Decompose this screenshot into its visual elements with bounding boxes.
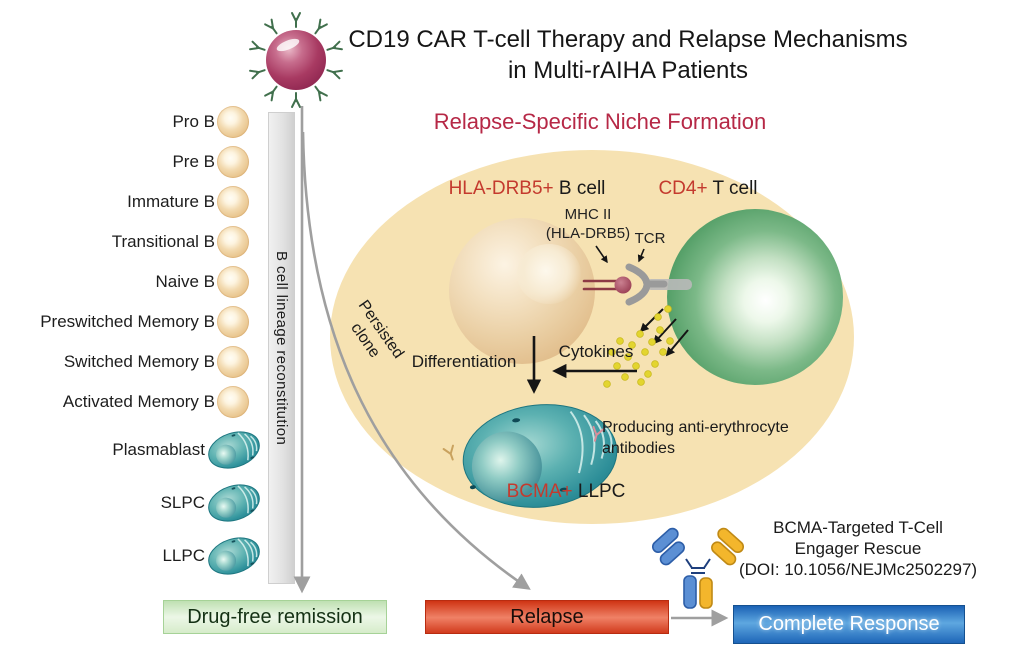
differentiation-label: Differentiation <box>411 352 517 371</box>
complete-response-box: Complete Response <box>733 605 965 644</box>
plasma-cell-icon <box>208 430 260 469</box>
relapse-box-label: Relapse <box>510 605 584 628</box>
t-cell-text: T cell <box>707 178 758 199</box>
cd4-marker: CD4+ <box>658 178 708 199</box>
mhc-ii-icon <box>582 279 618 291</box>
bcma-marker: BCMA+ <box>506 481 573 502</box>
lineage-row: Pro B <box>15 102 249 142</box>
lineage-label: Activated Memory B <box>62 392 215 411</box>
antibody-stem-blue <box>683 575 697 609</box>
reconstitution-bar: B cell lineage reconstitution <box>268 112 295 584</box>
mhc-label-line2: (HLA-DRB5) <box>545 225 631 242</box>
antibody-y-icon <box>592 425 605 442</box>
bispecific-antibody-icon <box>651 527 745 609</box>
lineage-label: Preswitched Memory B <box>40 312 215 331</box>
cytokines-label: Cytokines <box>558 342 634 361</box>
b-cell-icon <box>217 386 249 418</box>
lineage-label: Plasmablast <box>112 439 205 459</box>
hla-drb5-marker: HLA-DRB5+ <box>448 178 554 199</box>
b-cell-icon <box>217 346 249 378</box>
producing-antibodies-label: Producing anti-erythrocyte antibodies <box>602 417 817 459</box>
antibody-left-arm <box>651 527 685 566</box>
lineage-label: LLPC <box>162 545 205 565</box>
car-cell-highlight <box>276 38 300 52</box>
cytokine-dots <box>603 305 674 388</box>
lineage-row: SLPC <box>15 476 263 529</box>
lineage-label: Pro B <box>172 112 215 131</box>
b-cell-icon <box>217 146 249 178</box>
lineage-row: Immature B <box>15 182 249 222</box>
antibody-stem-yellow <box>699 577 713 609</box>
bcma-llpc-label: BCMA+ LLPC <box>466 481 666 503</box>
niche-title: Relapse-Specific Niche Formation <box>433 109 767 134</box>
rescue-line2: Engager Rescue <box>794 539 922 558</box>
plasma-cell-icon <box>208 536 260 575</box>
t-cell-niche-label: CD4+ T cell <box>628 178 788 200</box>
page-title: CD19 CAR T-cell Therapy and Relapse Mech… <box>298 24 958 86</box>
plasma-cell-list: Plasmablast <box>15 423 263 582</box>
hla-drb5-b-cell <box>449 218 595 364</box>
mhc-label-arrow <box>595 245 608 264</box>
lineage-row: Preswitched Memory B <box>15 302 249 342</box>
rescue-line3: (DOI: 10.1056/NEJMc2502297) <box>738 560 978 579</box>
cytokine-release-arrows <box>639 308 689 357</box>
b-cell-niche-label: HLA-DRB5+ B cell <box>427 178 627 200</box>
llpc-text: LLPC <box>572 481 626 502</box>
car-t-cell-icon <box>249 12 343 108</box>
cd4-t-cell <box>667 209 843 385</box>
b-cell-icon <box>217 306 249 338</box>
antibody-right-arm <box>711 527 745 566</box>
lineage-label: Naive B <box>155 272 215 291</box>
lineage-row: Naive B <box>15 262 249 302</box>
reconstitution-bar-label: B cell lineage reconstitution <box>273 250 290 446</box>
relapse-box: Relapse <box>425 600 669 634</box>
lineage-row: Switched Memory B <box>15 342 249 382</box>
complete-response-box-label: Complete Response <box>758 613 940 635</box>
antigen-icon <box>614 276 632 294</box>
antibody-hinge <box>685 558 711 574</box>
b-cell-icon <box>217 266 249 298</box>
lineage-row: Pre B <box>15 142 249 182</box>
lineage-row: LLPC <box>15 529 263 582</box>
plasma-cell-icon <box>208 483 260 522</box>
title-line-1: CD19 CAR T-cell Therapy and Relapse Mech… <box>348 26 908 53</box>
tcr-label: TCR <box>634 230 666 247</box>
lineage-label: Transitional B <box>111 232 215 251</box>
lineage-row: Activated Memory B <box>15 382 249 422</box>
llpc-icon <box>462 404 618 508</box>
b-cell-text: B cell <box>553 178 606 199</box>
lineage-label: Pre B <box>172 152 215 171</box>
b-cell-icon <box>217 226 249 258</box>
producing-line2: antibodies <box>602 440 675 457</box>
tcr-icon <box>625 263 668 306</box>
tcr-label-arrow <box>637 248 645 263</box>
antibody-y-icon <box>442 444 454 461</box>
b-cell-icon <box>217 106 249 138</box>
b-cell-lineage-list: Pro B Pre B Immature B Transitional B Na… <box>15 102 249 422</box>
title-line-2: in Multi-rAIHA Patients <box>507 57 749 84</box>
mhc-label-line1: MHC II <box>564 206 612 223</box>
producing-line1: Producing anti-erythrocyte <box>602 419 789 436</box>
lineage-row: Plasmablast <box>15 423 263 476</box>
rescue-line1: BCMA-Targeted T-Cell <box>773 518 943 537</box>
lineage-label: Switched Memory B <box>63 352 215 371</box>
relapse-curve-arrow <box>301 131 531 590</box>
remission-box: Drug-free remission <box>163 600 387 634</box>
rescue-label: BCMA-Targeted T-Cell Engager Rescue (DOI… <box>712 517 1004 580</box>
mhc-label: MHC II (HLA-DRB5) <box>528 205 648 243</box>
b-cell-nucleus <box>517 244 581 304</box>
lineage-row: Transitional B <box>15 222 249 262</box>
b-cell-icon <box>217 186 249 218</box>
remission-box-label: Drug-free remission <box>187 605 363 628</box>
lineage-label: SLPC <box>160 492 205 512</box>
lineage-label: Immature B <box>127 192 215 211</box>
